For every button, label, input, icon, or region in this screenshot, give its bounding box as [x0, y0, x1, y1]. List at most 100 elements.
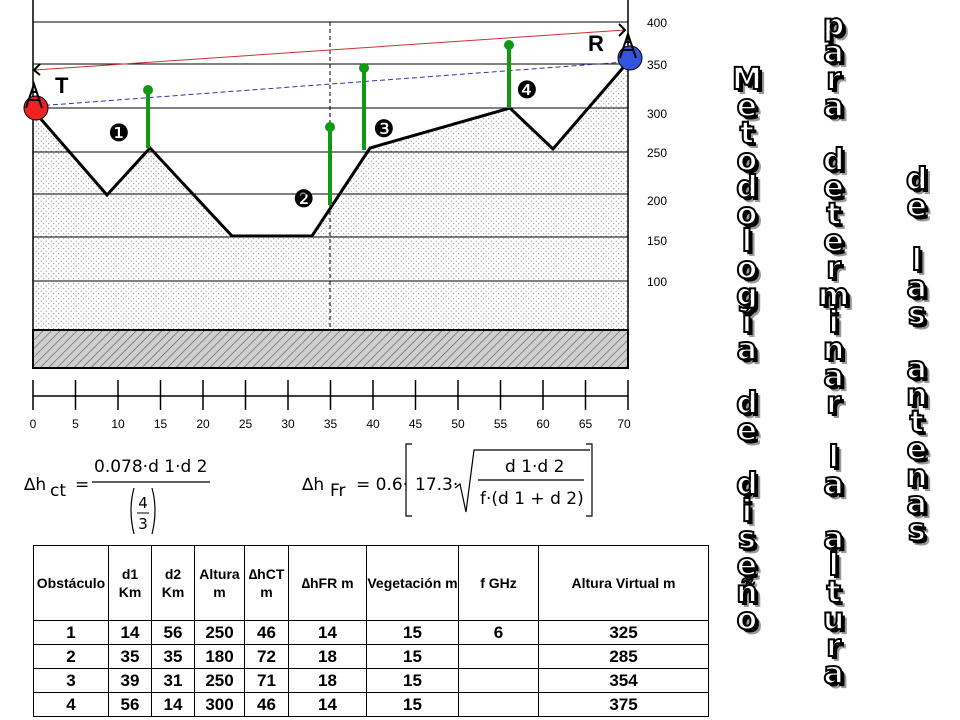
x-tick-label: 70: [617, 417, 631, 431]
title-letter: p: [822, 8, 846, 43]
cell: 15: [366, 620, 459, 645]
table-header-row: Obstáculo d1 Km d2 Km Altura m ∆hCT m ∆h…: [33, 545, 709, 621]
title-letter: l: [911, 243, 923, 278]
x-tick-label: 30: [281, 417, 295, 431]
tx-antenna-dot: [23, 95, 49, 121]
cell: [458, 644, 539, 669]
title-letter: a: [906, 351, 928, 386]
obstacles-table: Obstáculo d1 Km d2 Km Altura m ∆hCT m ∆h…: [33, 545, 709, 717]
header-altura: Altura m: [194, 545, 245, 621]
svg-text:4: 4: [138, 494, 148, 512]
obstacle-posts: [143, 40, 514, 205]
title-letter: r: [825, 62, 842, 97]
cell: 18: [288, 644, 367, 669]
obstacle-marker-3: ❸: [373, 115, 395, 143]
x-tick-label: 20: [196, 417, 210, 431]
table-row: 3 39 31 250 71 18 15 354: [33, 668, 709, 693]
cell: 1: [33, 620, 109, 645]
y-tick-label: 400: [647, 16, 667, 30]
title-letter: g: [735, 278, 759, 313]
cell: 14: [108, 620, 152, 645]
fr-denominator: f·(d 1 + d 2): [480, 489, 584, 509]
cell: 56: [151, 620, 195, 645]
y-tick-label: 250: [647, 146, 667, 160]
title-letter: a: [822, 89, 844, 124]
los-blue-dashed-line: [36, 61, 626, 107]
header-altura-virtual: Altura Virtual m: [538, 545, 709, 621]
title-letter: i: [741, 494, 753, 529]
title-letter: a: [822, 359, 844, 394]
title-letter: m: [817, 278, 850, 313]
title-letter: o: [736, 143, 759, 178]
title-letter: a: [822, 467, 844, 502]
cell: 250: [194, 620, 245, 645]
title-letter: e: [736, 548, 758, 583]
fr-coef: 17.3·: [415, 475, 458, 495]
terrain-profile-diagram: T R ❶ ❷ ❸ ❹ 400 350 300 250 200 150 100 …: [23, 0, 667, 431]
y-tick-label: 200: [647, 194, 667, 208]
x-tick-label: 55: [494, 417, 508, 431]
cell: 72: [244, 644, 289, 669]
rx-antenna-dot: [617, 45, 643, 71]
title-letter: l: [827, 440, 839, 475]
terrain-fill: [33, 62, 628, 330]
arrow-left-icon: [32, 63, 41, 76]
fr-eq: = 0.6·: [356, 475, 408, 495]
title-letter: i: [827, 305, 839, 340]
x-tick-label: 10: [111, 417, 125, 431]
svg-text:∆h: ∆h: [23, 475, 46, 495]
y-tick-label: 150: [647, 234, 667, 248]
x-tick-label: 45: [409, 417, 423, 431]
header-f-ghz: f GHz: [458, 545, 539, 621]
cell: 14: [288, 620, 367, 645]
cell: 18: [288, 668, 367, 693]
table-row: 2 35 35 180 72 18 15 285: [33, 644, 709, 669]
cell: 46: [244, 620, 289, 645]
obstacle-marker-4: ❹: [516, 76, 538, 104]
title-letter: r: [825, 251, 842, 286]
title-letter: r: [825, 386, 842, 421]
title-letter: í: [741, 305, 753, 340]
cell: 4: [33, 692, 109, 717]
fr-numerator: d 1·d 2: [505, 457, 564, 477]
formula-ct: ∆h ct = 0.078·d 1·d 2 4 3: [22, 450, 252, 540]
cell: 15: [366, 644, 459, 669]
title-letter: n: [822, 332, 845, 367]
ct-delta-h: ∆h: [23, 475, 46, 495]
cell: 14: [288, 692, 367, 717]
header-dh-fr: ∆hFR m: [288, 545, 367, 621]
header-obstaculo: Obstáculo: [33, 545, 109, 621]
ct-eq: =: [75, 475, 89, 495]
title-letter: a: [736, 332, 758, 367]
x-tick-label: 35: [324, 417, 338, 431]
arrow-right-icon: [618, 23, 627, 37]
title-letter: a: [906, 270, 928, 305]
table-row: 1 14 56 250 46 14 15 6 325: [33, 620, 709, 645]
title-letter: d: [735, 170, 759, 205]
title-letter: o: [736, 251, 759, 286]
cell: [458, 668, 539, 693]
title-letter: e: [906, 432, 928, 467]
formula-ct-svg: ∆h ct = 0.078·d 1·d 2 4 3: [23, 457, 210, 535]
ground-band: [32, 329, 629, 369]
formula-fr-svg: ∆h Fr = 0.6· 17.3· d 1·d 2 f·(d 1 + d 2): [301, 443, 593, 517]
cell: 31: [151, 668, 195, 693]
cell: 6: [458, 620, 539, 645]
rx-tower-icon: [619, 30, 637, 59]
title-letter: u: [822, 602, 845, 637]
cell: 375: [538, 692, 709, 717]
title-letter: e: [906, 189, 928, 224]
title-letter: o: [736, 602, 759, 637]
obstacle-marker-1: ❶: [108, 119, 130, 147]
title-letter: d: [735, 467, 759, 502]
cell: 71: [244, 668, 289, 693]
x-tick-label: 65: [579, 417, 593, 431]
terrain-line: [31, 61, 630, 238]
tx-label: T: [55, 73, 69, 98]
title-letter: e: [736, 89, 758, 124]
cell: 180: [194, 644, 245, 669]
header-d1: d1 Km: [108, 545, 152, 621]
